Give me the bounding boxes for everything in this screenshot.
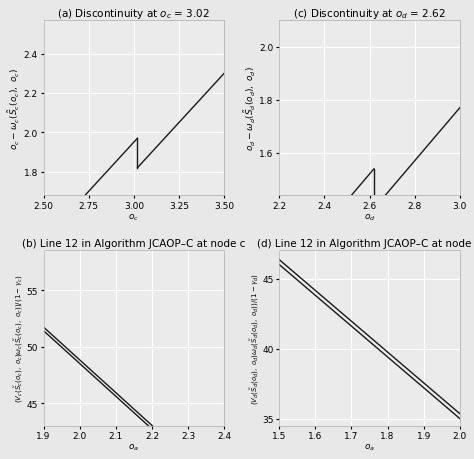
Y-axis label: $o_d - \omega_d(\tilde{S}_d(o_d),\ o_d)$: $o_d - \omega_d(\tilde{S}_d(o_d),\ o_d)$ [243,66,258,151]
X-axis label: $o_a$: $o_a$ [364,442,375,452]
X-axis label: $o_c$: $o_c$ [128,212,139,222]
Y-axis label: $(V_d(\tilde{S}_d(o_d),\ o_d)\omega_d(\tilde{S}_d(o_d),\ o_d))/(1 - \gamma_d)$: $(V_d(\tilde{S}_d(o_d),\ o_d)\omega_d(\t… [248,273,261,404]
Title: (b) Line 12 in Algorithm JCAOP–C at node c: (b) Line 12 in Algorithm JCAOP–C at node… [22,239,246,249]
Title: (c) Discontinuity at $o_d$ = 2.62: (c) Discontinuity at $o_d$ = 2.62 [293,7,446,21]
Title: (d) Line 12 in Algorithm JCAOP–C at node d: (d) Line 12 in Algorithm JCAOP–C at node… [257,239,474,249]
X-axis label: $o_d$: $o_d$ [364,212,375,222]
X-axis label: $o_a$: $o_a$ [128,442,139,452]
Y-axis label: $o_c - \omega_c(\tilde{S}_c(o_c),\ o_c)$: $o_c - \omega_c(\tilde{S}_c(o_c),\ o_c)$ [7,67,22,150]
Y-axis label: $(V_c(\tilde{S}_c(o_c),\ o_c)\omega_c(\tilde{S}_c(o_c),\ o_c))/(1 - \gamma_c)$: $(V_c(\tilde{S}_c(o_c),\ o_c)\omega_c(\t… [13,274,25,403]
Title: (a) Discontinuity at $o_c$ = 3.02: (a) Discontinuity at $o_c$ = 3.02 [57,7,210,21]
